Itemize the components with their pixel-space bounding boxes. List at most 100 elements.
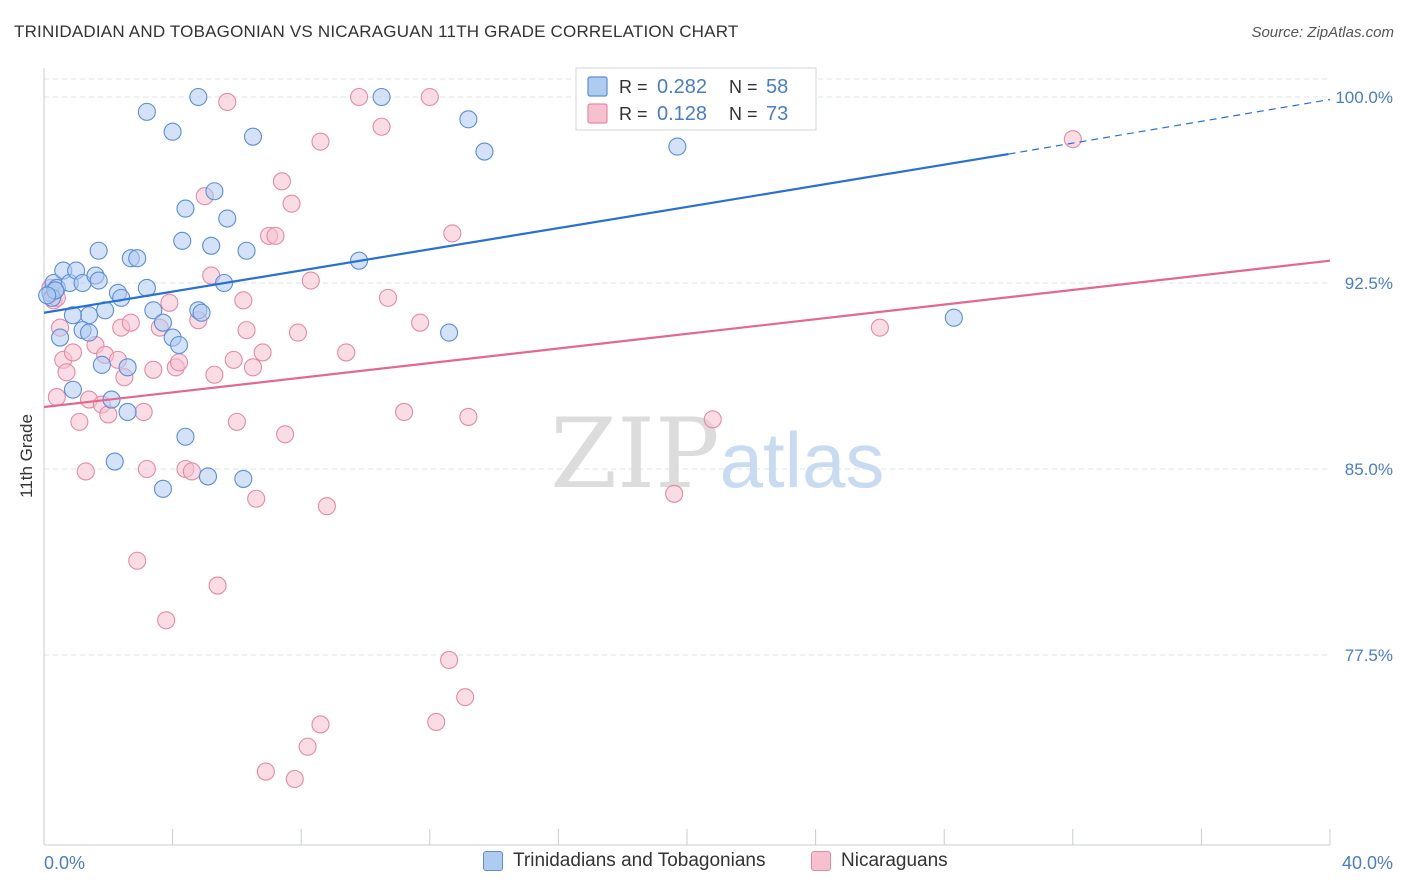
y-tick-label: 92.5%: [1345, 274, 1393, 293]
tick-labels: 77.5% 85.0% 92.5% 100.0% 0.0% 40.0%: [44, 88, 1393, 873]
point-trinidadian: [79, 323, 99, 342]
legend-label-trinidadians: Trinidadians and Tobagonians: [513, 850, 766, 871]
point-trinidadian: [92, 355, 111, 374]
legend-n-label: N =: [729, 104, 758, 124]
point-nicaraguan: [218, 92, 237, 112]
point-nicaraguan: [47, 388, 66, 407]
point-nicaraguan: [288, 323, 308, 342]
point-trinidadian: [89, 241, 108, 260]
point-nicaraguan: [57, 363, 76, 382]
point-trinidadian: [137, 102, 156, 121]
legend-label-nicaraguans: Nicaraguans: [841, 850, 948, 871]
point-nicaraguan: [182, 462, 201, 481]
point-trinidadian: [440, 323, 459, 342]
point-nicaraguan: [227, 412, 246, 431]
y-tick-label: 100.0%: [1335, 88, 1393, 107]
legend-swatch-pink: [587, 103, 608, 124]
point-trinidadian: [51, 328, 70, 347]
point-nicaraguan: [337, 343, 356, 362]
point-nicaraguan: [243, 358, 263, 377]
point-nicaraguan: [703, 410, 722, 429]
legend-r-label: R =: [619, 77, 648, 97]
point-nicaraguan: [134, 402, 153, 422]
data-points: [38, 87, 1082, 789]
point-trinidadian: [153, 479, 173, 498]
point-nicaraguan: [63, 343, 82, 362]
point-nicaraguan: [301, 271, 320, 290]
point-trinidadian: [198, 467, 218, 486]
watermark: ZIP atlas: [550, 398, 884, 510]
point-nicaraguan: [137, 459, 156, 479]
point-trinidadian: [475, 142, 494, 161]
trend-line-trinidadian-extension: [1008, 98, 1331, 155]
point-nicaraguan: [234, 291, 253, 310]
point-trinidadian: [63, 306, 82, 325]
axes: [43, 68, 1331, 846]
point-nicaraguan: [208, 576, 227, 595]
point-nicaraguan: [440, 650, 459, 670]
point-trinidadian: [118, 402, 137, 422]
point-trinidadian: [118, 358, 137, 377]
point-trinidadian: [128, 249, 147, 268]
point-trinidadian: [218, 209, 237, 228]
watermark-atlas: atlas: [720, 416, 885, 504]
point-nicaraguan: [395, 402, 414, 422]
point-nicaraguan: [99, 405, 118, 424]
point-trinidadian: [459, 110, 478, 129]
point-nicaraguan: [276, 425, 295, 444]
point-trinidadian: [192, 303, 211, 322]
point-nicaraguan: [1063, 130, 1082, 149]
point-trinidadian: [153, 313, 173, 332]
legend-r-value: 0.128: [657, 103, 707, 125]
trend-line-trinidadian: [43, 152, 1009, 314]
point-nicaraguan: [420, 87, 439, 107]
y-tick-label: 77.5%: [1345, 646, 1393, 665]
legend-item-trinidadians[interactable]: Trinidadians and Tobagonians: [483, 850, 765, 872]
point-trinidadian: [112, 288, 131, 307]
point-trinidadian: [205, 182, 224, 201]
y-tick-label: 85.0%: [1345, 460, 1393, 479]
legend-swatch-pink: [811, 851, 831, 871]
point-nicaraguan: [121, 313, 140, 332]
trend-line-nicaraguan: [43, 259, 1331, 409]
point-nicaraguan: [237, 321, 256, 340]
point-nicaraguan: [870, 318, 889, 337]
legend-box: [575, 67, 817, 131]
point-nicaraguan: [443, 224, 462, 243]
point-trinidadian: [189, 87, 208, 107]
point-nicaraguan: [266, 226, 285, 245]
point-trinidadian: [944, 308, 963, 327]
point-nicaraguan: [282, 194, 301, 213]
x-tick-label-min: 0.0%: [44, 853, 85, 873]
y-axis-label: 11th Grade: [17, 414, 36, 498]
point-nicaraguan: [224, 350, 243, 369]
point-nicaraguan: [169, 353, 189, 372]
point-trinidadian: [163, 122, 182, 141]
trend-lines: [43, 98, 1331, 409]
point-trinidadian: [38, 286, 57, 305]
point-nicaraguan: [205, 365, 224, 384]
point-nicaraguan: [456, 688, 475, 707]
point-nicaraguan: [272, 172, 291, 191]
legend-r-label: R =: [619, 104, 648, 124]
point-nicaraguan: [311, 132, 330, 151]
watermark-zip: ZIP: [550, 398, 719, 510]
point-trinidadian: [372, 87, 391, 107]
point-nicaraguan: [665, 484, 684, 503]
point-nicaraguan: [298, 737, 317, 756]
legend-r-value: 0.282: [657, 76, 707, 98]
legend-swatch-blue: [587, 76, 608, 97]
point-nicaraguan: [427, 712, 446, 732]
chart-title: TRINIDADIAN AND TOBAGONIAN VS NICARAGUAN…: [14, 22, 739, 41]
point-nicaraguan: [411, 313, 430, 332]
point-trinidadian: [176, 427, 195, 446]
point-nicaraguan: [144, 360, 163, 379]
point-nicaraguan: [256, 762, 275, 781]
point-trinidadian: [237, 241, 256, 260]
point-trinidadian: [176, 199, 195, 218]
legend-item-nicaraguans[interactable]: Nicaraguans: [811, 850, 948, 872]
legend-n-value: 73: [766, 103, 788, 125]
point-trinidadian: [63, 380, 82, 399]
point-trinidadian: [668, 137, 687, 156]
